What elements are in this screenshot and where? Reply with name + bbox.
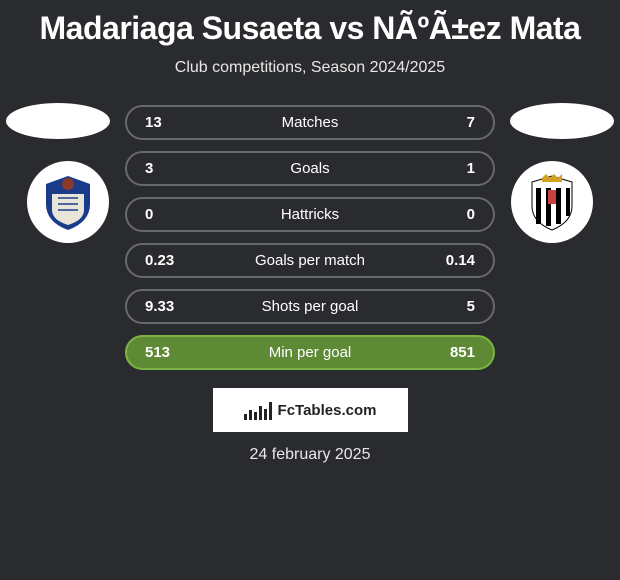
flag-right — [510, 103, 614, 139]
stat-row: 13Matches7 — [125, 105, 495, 140]
team-badge-left — [27, 161, 109, 243]
team-badge-right — [511, 161, 593, 243]
stat-row: 9.33Shots per goal5 — [125, 289, 495, 324]
watermark: FcTables.com — [213, 388, 408, 432]
stat-row: 0Hattricks0 — [125, 197, 495, 232]
stat-value-right: 0.14 — [423, 252, 493, 269]
stat-label: Goals per match — [197, 252, 423, 269]
stat-label: Hattricks — [197, 206, 423, 223]
stat-value-right: 0 — [423, 206, 493, 223]
stat-value-right: 851 — [423, 344, 493, 361]
stat-value-left: 513 — [127, 344, 197, 361]
stat-value-left: 0 — [127, 206, 197, 223]
stat-label: Matches — [197, 114, 423, 131]
stat-row: 513Min per goal851 — [125, 335, 495, 370]
date-label: 24 february 2025 — [0, 446, 620, 464]
flag-left — [6, 103, 110, 139]
stat-value-left: 0.23 — [127, 252, 197, 269]
stat-row: 0.23Goals per match0.14 — [125, 243, 495, 278]
eibar-badge-icon — [36, 170, 100, 234]
watermark-text: FcTables.com — [278, 402, 377, 419]
stat-value-right: 1 — [423, 160, 493, 177]
stat-label: Min per goal — [197, 344, 423, 361]
stats-column: 13Matches73Goals10Hattricks00.23Goals pe… — [125, 105, 495, 370]
cartagena-badge-icon — [520, 170, 584, 234]
comparison-area: 13Matches73Goals10Hattricks00.23Goals pe… — [0, 105, 620, 370]
stat-value-left: 13 — [127, 114, 197, 131]
stat-value-left: 3 — [127, 160, 197, 177]
bars-icon — [244, 400, 272, 420]
stat-label: Goals — [197, 160, 423, 177]
stat-row: 3Goals1 — [125, 151, 495, 186]
page-title: Madariaga Susaeta vs NÃºÃ±ez Mata — [0, 0, 620, 47]
stat-value-left: 9.33 — [127, 298, 197, 315]
subtitle: Club competitions, Season 2024/2025 — [0, 59, 620, 77]
stat-label: Shots per goal — [197, 298, 423, 315]
stat-value-right: 7 — [423, 114, 493, 131]
stat-value-right: 5 — [423, 298, 493, 315]
